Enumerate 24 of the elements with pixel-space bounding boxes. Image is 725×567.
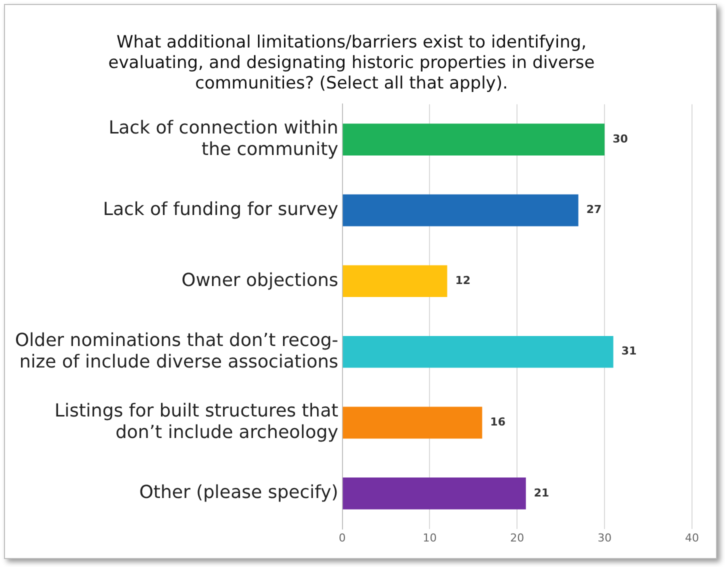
bar — [342, 477, 526, 510]
x-tick-label: 40 — [685, 531, 699, 544]
data-label: 30 — [612, 132, 628, 146]
chart-title: What additional limitations/barriers exist to identifying, evaluating, and designating historic properties in diverse communities? (Select all that apply). — [108, 32, 595, 94]
data-label: 31 — [621, 344, 637, 358]
data-label: 21 — [534, 486, 550, 500]
x-tick-label: 20 — [510, 531, 524, 544]
y-tick-label: Owner objections — [182, 270, 338, 291]
y-tick-label: Listings for built structures that don’t include archeology — [54, 400, 339, 444]
x-tick-label: 10 — [422, 531, 437, 544]
y-tick-label: Lack of funding for survey — [102, 199, 339, 220]
x-tick-label: 0 — [338, 531, 346, 544]
y-tick-label: Older nominations that don’t recog- nize of include diverse associations — [15, 330, 338, 372]
data-label: 27 — [586, 203, 602, 216]
bar — [342, 124, 605, 156]
data-label: 12 — [455, 274, 471, 287]
bar — [342, 265, 448, 298]
bar — [342, 406, 482, 439]
y-tick-label: Lack of connection within the community — [108, 117, 339, 160]
x-tick-label: 30 — [598, 531, 612, 544]
bar — [342, 336, 614, 368]
bar — [342, 194, 578, 226]
y-tick-label: Other (please specify) — [139, 482, 338, 504]
data-label: 16 — [490, 416, 506, 429]
